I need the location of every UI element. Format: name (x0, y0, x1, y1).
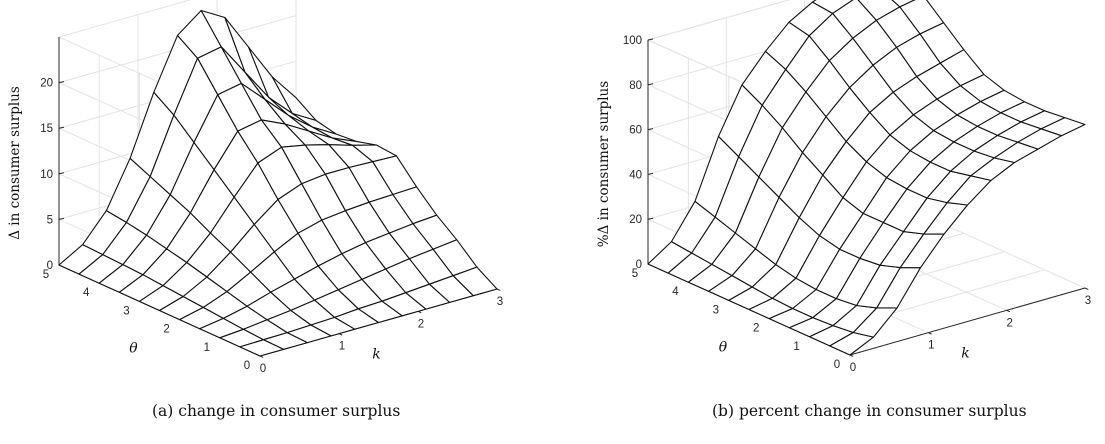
surface (58, 9, 498, 357)
x-tick-label: 0 (260, 363, 266, 375)
y-tick-label: 3 (713, 304, 719, 316)
y-tick-label: 0 (244, 360, 250, 372)
x-tick-label: 2 (418, 318, 424, 330)
x-tick (496, 288, 501, 291)
x-tick-label: 2 (1006, 317, 1012, 329)
z-tick (647, 128, 654, 131)
z-tick-label: 100 (623, 35, 642, 47)
x-tick-label: 0 (850, 362, 856, 374)
caption-a: (a) change in consumer surplus (152, 402, 401, 420)
y-tick-label: 5 (43, 269, 49, 281)
x-tick (928, 332, 932, 335)
x-tick-label: 3 (1085, 295, 1091, 307)
x-tick (1084, 287, 1089, 290)
surface (647, 0, 1086, 356)
y-tick-label: 3 (123, 305, 129, 317)
caption-b: (b) percent change in consumer surplus (712, 402, 1027, 420)
z-tick-label: 10 (40, 169, 53, 181)
x-tick (1006, 309, 1011, 313)
y-tick-label: 4 (672, 286, 679, 298)
z-tick-label: 15 (40, 123, 53, 135)
z-axis-label: Δ in consumer surplus (7, 86, 23, 240)
x-axis-label: k (372, 347, 380, 363)
y-tick-label: 0 (834, 359, 840, 371)
z-tick-label: 40 (629, 169, 642, 181)
surface-patch (1040, 117, 1086, 137)
z-tick-label: 80 (629, 80, 642, 92)
z-tick-label: 60 (629, 125, 642, 137)
z-axis-label: %Δ in consumer surplus (596, 81, 612, 247)
y-tick-label: 4 (83, 287, 90, 299)
z-tick-label: 20 (40, 78, 53, 90)
y-tick-label: 1 (793, 341, 799, 353)
y-tick-label: 5 (632, 268, 638, 280)
z-tick (58, 217, 65, 220)
surface-patch (452, 266, 498, 297)
z-tick (647, 38, 654, 41)
z-tick-label: 20 (629, 214, 642, 226)
y-tick-label: 2 (163, 324, 169, 336)
x-axis-line (849, 287, 1086, 356)
z-tick (58, 172, 65, 175)
x-tick-label: 1 (928, 340, 934, 352)
x-tick-label: 1 (339, 341, 345, 353)
y-tick-label: 1 (204, 342, 210, 354)
z-tick-label: 0 (47, 260, 53, 272)
x-tick-label: 3 (497, 296, 503, 308)
box-edge (647, 0, 791, 41)
z-tick-label: 0 (636, 259, 642, 271)
z-tick (58, 81, 65, 84)
y-axis-label: θ (719, 340, 728, 356)
surface-patch (891, 0, 916, 8)
z-tick (58, 126, 65, 129)
z-tick (647, 83, 654, 86)
z-tick (647, 217, 654, 220)
y-axis-label: θ (129, 341, 138, 357)
x-axis-label: k (961, 346, 969, 362)
box-edge (58, 0, 192, 38)
z-tick (647, 172, 654, 175)
y-tick-label: 2 (753, 323, 759, 335)
z-tick-label: 5 (47, 214, 53, 226)
